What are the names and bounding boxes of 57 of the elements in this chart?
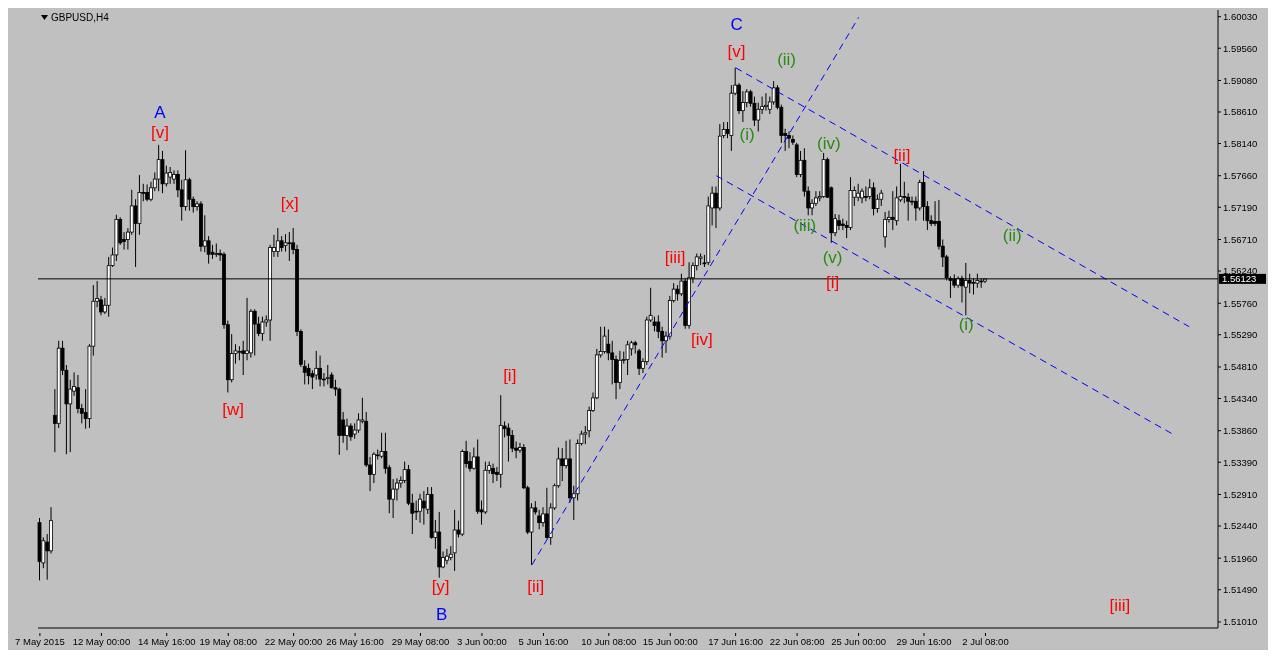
y-tick-label: 1.59560 <box>1223 42 1258 54</box>
annotation: [iii] <box>1109 595 1131 615</box>
y-tick-label: 1.56710 <box>1223 233 1258 245</box>
annotation: (iv) <box>817 133 841 153</box>
annotation: [v] <box>151 122 169 142</box>
annotation: (iii) <box>793 215 817 235</box>
annotation: A <box>154 102 166 122</box>
annotation: (i) <box>739 124 755 144</box>
y-tick-label: 1.58140 <box>1223 137 1258 149</box>
y-tick-label: 1.59080 <box>1223 74 1258 86</box>
annotation: [w] <box>222 399 244 419</box>
y-tick-label: 1.57660 <box>1223 170 1258 182</box>
y-tick-label: 1.52910 <box>1223 488 1258 500</box>
x-tick-label: 10 Jun 08:00 <box>581 636 637 647</box>
x-tick-label: 12 May 00:00 <box>72 636 131 647</box>
y-tick-label: 1.54810 <box>1223 361 1258 373</box>
x-tick-label: 29 Jun 16:00 <box>896 636 952 647</box>
annotation: (i) <box>958 314 974 334</box>
y-tick-label: 1.54340 <box>1223 392 1258 404</box>
annotation: [i] <box>503 365 517 385</box>
annotation: [iv] <box>691 329 713 349</box>
x-tick-label: 22 Jun 08:00 <box>769 636 825 647</box>
y-tick-label: 1.53860 <box>1223 425 1258 437</box>
x-tick-label: 25 Jun 00:00 <box>831 636 887 647</box>
x-tick-label: 7 May 2015 <box>15 636 65 647</box>
x-tick-label: 15 Jun 00:00 <box>642 636 698 647</box>
y-tick-label: 1.57190 <box>1223 201 1258 213</box>
y-tick-label: 1.52440 <box>1223 520 1258 532</box>
annotation: B <box>435 604 448 624</box>
annotation: (ii) <box>1002 225 1022 245</box>
x-tick-label: 19 May 08:00 <box>199 636 258 647</box>
y-tick-label: 1.55290 <box>1223 329 1258 341</box>
y-tick-label: 1.51960 <box>1223 552 1258 564</box>
annotation: [ii] <box>527 576 545 596</box>
y-tick-label: 1.58610 <box>1223 106 1258 118</box>
annotation: [v] <box>727 41 746 61</box>
y-tick-label: 1.60030 <box>1223 11 1258 23</box>
x-tick-label: 5 Jun 16:00 <box>518 636 569 647</box>
y-tick-label: 1.51010 <box>1223 616 1258 628</box>
y-tick-label: 1.53390 <box>1223 456 1258 468</box>
x-tick-label: 22 May 00:00 <box>264 636 323 647</box>
x-tick-label: 17 Jun 16:00 <box>708 636 764 647</box>
x-tick-label: 29 May 08:00 <box>391 636 450 647</box>
x-tick-label: 3 Jun 00:00 <box>457 636 507 647</box>
y-tick-label: 1.51490 <box>1223 584 1258 596</box>
x-tick-label: 26 May 16:00 <box>326 636 384 647</box>
annotation: [y] <box>431 576 450 596</box>
annotation: (ii) <box>777 49 797 69</box>
y-tick-label: 1.55760 <box>1223 297 1258 309</box>
annotation: C <box>730 14 743 34</box>
x-tick-label: 2 Jul 08:00 <box>962 636 1009 647</box>
annotation: [x] <box>280 193 299 213</box>
chart-title: GBPUSD,H4 <box>51 12 109 23</box>
annotation: [ii] <box>893 145 911 165</box>
annotation: (v) <box>822 247 843 267</box>
x-tick-label: 14 May 16:00 <box>137 636 196 647</box>
annotation: [iii] <box>664 247 686 267</box>
